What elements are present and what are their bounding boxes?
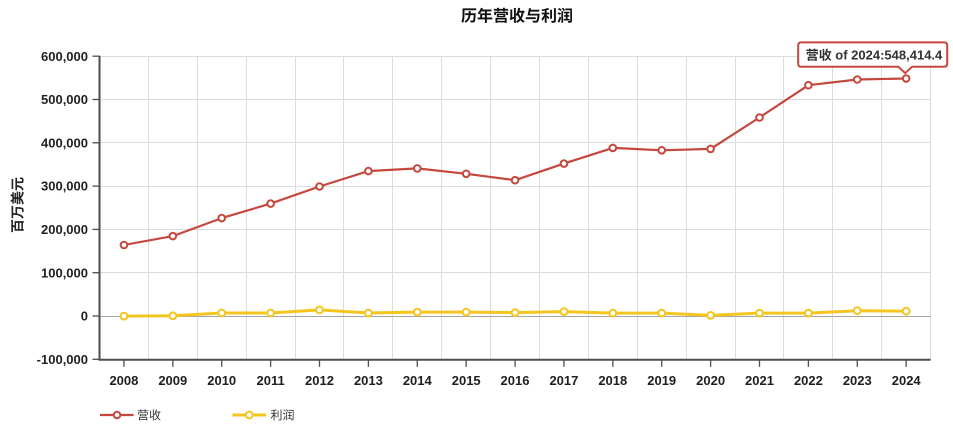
- svg-text:600,000: 600,000: [41, 49, 88, 64]
- svg-text:2017: 2017: [549, 373, 578, 388]
- svg-text:2013: 2013: [354, 373, 383, 388]
- svg-text:100,000: 100,000: [41, 265, 88, 280]
- svg-text:2019: 2019: [647, 373, 676, 388]
- svg-text:-100,000: -100,000: [37, 352, 88, 367]
- svg-text:2010: 2010: [207, 373, 236, 388]
- svg-text:2012: 2012: [305, 373, 334, 388]
- svg-text:of 2024:548,414.4: of 2024:548,414.4: [835, 48, 943, 63]
- svg-text:300,000: 300,000: [41, 179, 88, 194]
- svg-text:2024: 2024: [892, 373, 922, 388]
- svg-text:500,000: 500,000: [41, 92, 88, 107]
- svg-text:2015: 2015: [452, 373, 481, 388]
- svg-text:2016: 2016: [501, 373, 530, 388]
- svg-text:2014: 2014: [403, 373, 433, 388]
- svg-text:2022: 2022: [794, 373, 823, 388]
- svg-text:400,000: 400,000: [41, 135, 88, 150]
- svg-text:2023: 2023: [843, 373, 872, 388]
- svg-text:2009: 2009: [158, 373, 187, 388]
- svg-text:0: 0: [81, 309, 88, 324]
- svg-text:2021: 2021: [745, 373, 774, 388]
- svg-text:2020: 2020: [696, 373, 725, 388]
- svg-text:2008: 2008: [109, 373, 138, 388]
- svg-text:2018: 2018: [598, 373, 627, 388]
- svg-text:200,000: 200,000: [41, 222, 88, 237]
- svg-text:2011: 2011: [256, 373, 284, 388]
